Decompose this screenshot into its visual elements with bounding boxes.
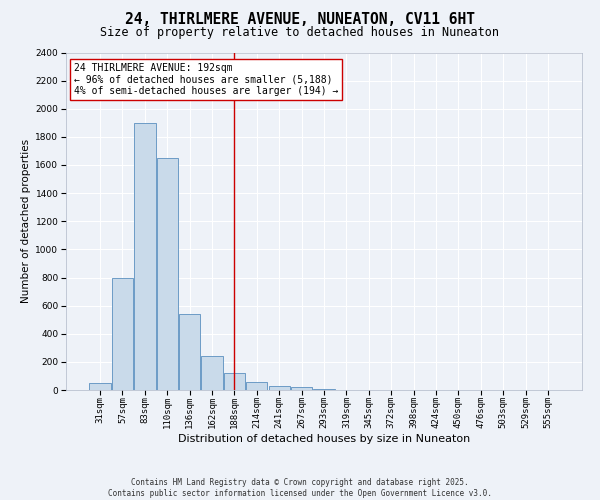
Bar xyxy=(269,386,290,390)
Y-axis label: Number of detached properties: Number of detached properties xyxy=(21,139,31,304)
Text: 24, THIRLMERE AVENUE, NUNEATON, CV11 6HT: 24, THIRLMERE AVENUE, NUNEATON, CV11 6HT xyxy=(125,12,475,28)
Text: Contains HM Land Registry data © Crown copyright and database right 2025.
Contai: Contains HM Land Registry data © Crown c… xyxy=(108,478,492,498)
Text: Size of property relative to detached houses in Nuneaton: Size of property relative to detached ho… xyxy=(101,26,499,39)
Bar xyxy=(157,158,178,390)
Bar xyxy=(89,383,111,390)
Bar xyxy=(224,373,245,390)
Text: 24 THIRLMERE AVENUE: 192sqm
← 96% of detached houses are smaller (5,188)
4% of s: 24 THIRLMERE AVENUE: 192sqm ← 96% of det… xyxy=(74,62,338,96)
Bar xyxy=(202,356,223,390)
Bar xyxy=(313,388,335,390)
Bar xyxy=(112,278,133,390)
Bar xyxy=(246,382,268,390)
Bar xyxy=(134,123,155,390)
Bar xyxy=(179,314,200,390)
X-axis label: Distribution of detached houses by size in Nuneaton: Distribution of detached houses by size … xyxy=(178,434,470,444)
Bar xyxy=(291,387,312,390)
